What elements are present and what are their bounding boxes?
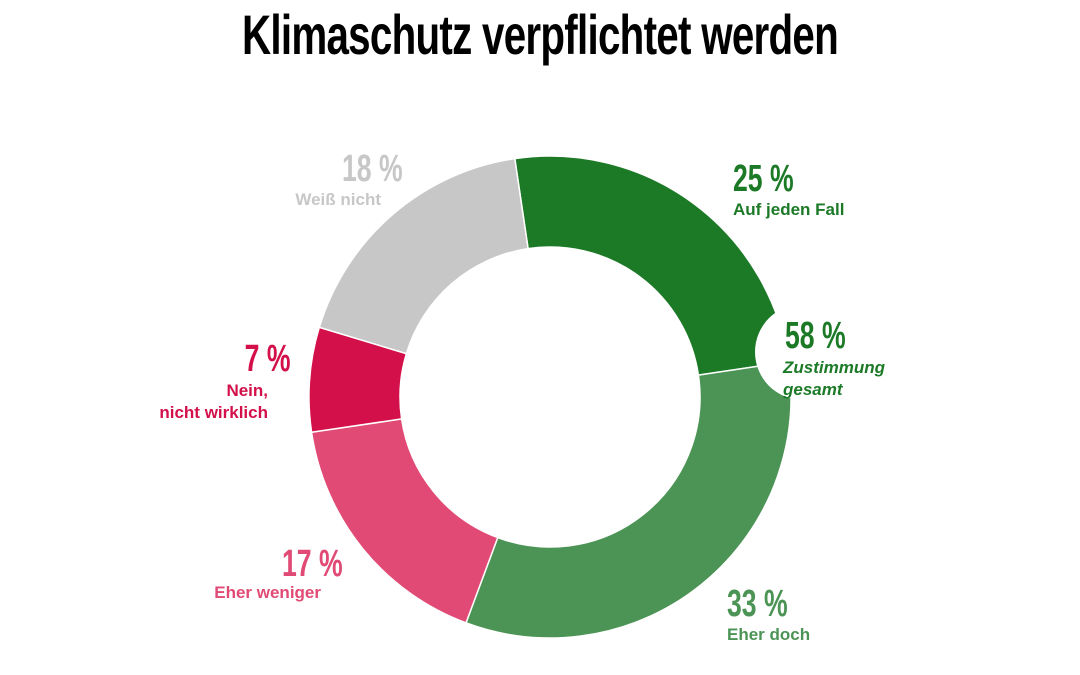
value-label: 17 % [282,543,343,585]
category-label: Eher weniger [214,583,321,602]
donut-segment [310,418,499,624]
category-label: Eher doch [727,625,811,644]
value-label: 33 % [727,583,788,625]
value-label: 18 % [342,148,403,190]
value-label: 25 % [733,158,794,200]
value-label: 7 % [244,338,290,380]
annotation-text: Zustimmung gesamt [783,358,885,399]
notch [755,304,851,400]
category-label: Nein, nicht wirklich [159,381,268,422]
annotation-value: 58 % [785,315,846,357]
category-label: Weiß nicht [295,190,381,209]
category-label: Auf jeden Fall [733,200,845,219]
donut-segment [465,360,792,639]
chart-title: Klimaschutz verpflichtet werden [241,3,839,66]
donut-segment [318,157,529,355]
